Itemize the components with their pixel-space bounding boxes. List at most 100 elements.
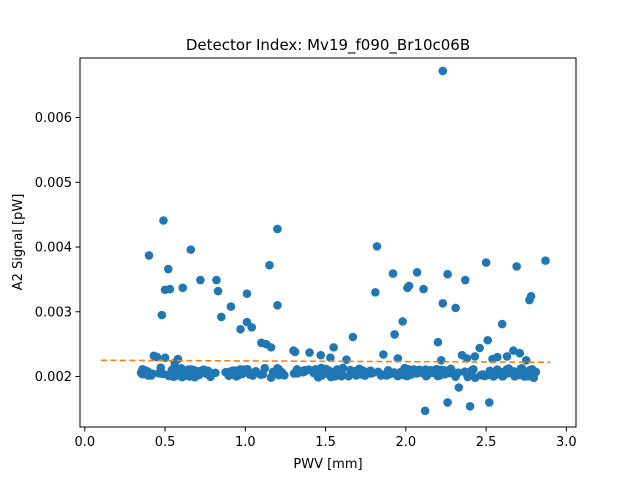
data-point bbox=[515, 367, 525, 377]
data-point bbox=[247, 323, 257, 332]
data-point bbox=[184, 367, 194, 376]
data-point bbox=[485, 398, 494, 407]
data-point bbox=[528, 369, 537, 379]
y-tick-label: 0.003 bbox=[35, 305, 72, 320]
data-point bbox=[502, 352, 512, 361]
data-point bbox=[498, 368, 507, 377]
data-point bbox=[216, 312, 226, 322]
data-point bbox=[470, 352, 480, 361]
x-tick-label: 2.5 bbox=[476, 435, 497, 450]
y-axis: 0.002 0.003 0.004 0.005 0.006 bbox=[35, 111, 80, 385]
data-point bbox=[280, 371, 289, 380]
data-point bbox=[239, 365, 248, 374]
data-point bbox=[443, 398, 452, 407]
data-point bbox=[505, 368, 514, 377]
y-axis-title: A2 Signal [pW] bbox=[11, 194, 26, 291]
data-point bbox=[512, 262, 521, 271]
data-point bbox=[317, 365, 327, 374]
data-point bbox=[521, 367, 531, 377]
y-tick-label: 0.005 bbox=[35, 176, 72, 191]
data-point bbox=[173, 354, 183, 364]
data-point bbox=[541, 256, 550, 265]
data-point bbox=[348, 332, 358, 342]
data-point bbox=[443, 269, 452, 279]
data-point bbox=[326, 353, 335, 363]
data-point bbox=[273, 224, 282, 234]
data-point bbox=[176, 364, 186, 373]
data-point bbox=[438, 299, 448, 308]
data-point bbox=[438, 66, 448, 76]
chart-title: Detector Index: Mv19_f090_Br10c06B bbox=[186, 36, 470, 55]
data-point bbox=[383, 365, 393, 375]
data-point bbox=[152, 352, 162, 362]
data-point bbox=[317, 371, 326, 380]
x-tick-label: 1.5 bbox=[315, 435, 336, 450]
data-point bbox=[159, 216, 168, 225]
data-point bbox=[433, 337, 443, 347]
data-point bbox=[469, 365, 478, 374]
data-point bbox=[205, 368, 215, 377]
data-point bbox=[305, 348, 314, 357]
data-point bbox=[388, 269, 398, 278]
data-point bbox=[462, 354, 472, 363]
y-tick-label: 0.002 bbox=[35, 370, 72, 385]
data-point bbox=[453, 368, 463, 377]
data-point bbox=[165, 284, 175, 294]
data-point bbox=[481, 258, 491, 267]
data-point bbox=[451, 303, 460, 313]
data-point bbox=[446, 364, 456, 374]
data-point bbox=[436, 356, 446, 365]
data-point bbox=[295, 366, 305, 376]
data-point bbox=[266, 343, 276, 352]
data-point bbox=[213, 286, 223, 296]
data-point bbox=[355, 364, 364, 374]
data-point bbox=[168, 364, 178, 374]
data-point bbox=[316, 350, 326, 360]
data-point bbox=[154, 368, 163, 378]
data-point bbox=[273, 300, 282, 310]
data-point bbox=[242, 289, 252, 298]
data-point bbox=[398, 317, 407, 326]
data-point bbox=[196, 275, 205, 285]
data-point bbox=[177, 372, 187, 382]
data-point bbox=[470, 373, 480, 383]
data-point bbox=[509, 346, 518, 355]
data-point bbox=[497, 319, 507, 329]
data-point bbox=[164, 371, 174, 381]
data-point bbox=[236, 324, 245, 334]
axes-frame bbox=[79, 57, 577, 428]
data-point bbox=[265, 260, 274, 270]
data-point bbox=[525, 295, 534, 305]
data-point bbox=[439, 365, 449, 375]
data-point bbox=[372, 242, 382, 251]
x-tick-label: 0.0 bbox=[74, 435, 95, 450]
data-point bbox=[228, 366, 237, 375]
plot-area bbox=[100, 66, 551, 416]
data-point bbox=[412, 267, 422, 277]
data-point bbox=[419, 284, 428, 294]
data-point bbox=[371, 288, 380, 297]
x-tick-label: 2.0 bbox=[396, 435, 417, 450]
data-point bbox=[138, 365, 147, 375]
data-point bbox=[483, 335, 493, 345]
x-tick-label: 1.0 bbox=[235, 435, 256, 450]
data-point bbox=[404, 281, 414, 291]
data-point bbox=[420, 406, 430, 416]
data-point bbox=[460, 275, 470, 285]
data-point bbox=[163, 264, 173, 274]
data-point bbox=[212, 275, 221, 285]
data-point bbox=[424, 366, 433, 375]
data-point bbox=[290, 347, 300, 357]
data-point bbox=[271, 367, 281, 377]
data-point bbox=[324, 366, 334, 375]
data-point bbox=[260, 363, 270, 373]
data-point bbox=[493, 352, 502, 362]
data-point bbox=[393, 354, 403, 363]
data-point bbox=[465, 401, 475, 411]
y-tick-label: 0.004 bbox=[35, 241, 72, 256]
data-point bbox=[390, 330, 399, 339]
x-axis: 0.0 0.5 1.0 1.5 2.0 2.5 3.0 bbox=[74, 427, 577, 450]
x-tick-label: 3.0 bbox=[556, 435, 577, 450]
